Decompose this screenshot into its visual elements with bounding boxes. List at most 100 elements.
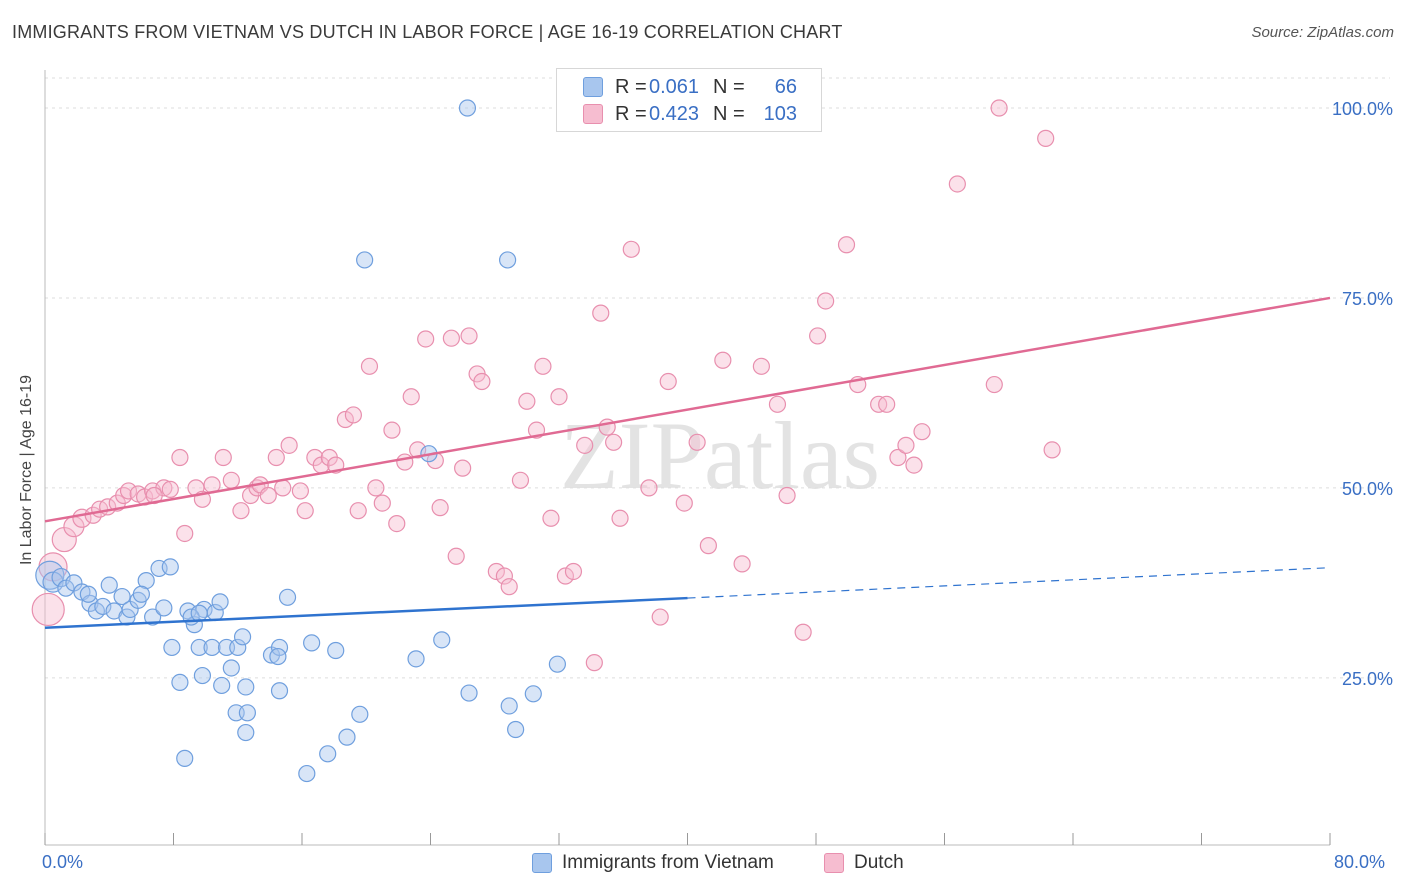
trend-lines (44, 296, 1331, 629)
chart-title: IMMIGRANTS FROM VIETNAM VS DUTCH IN LABO… (12, 22, 843, 42)
dutch-point (576, 436, 594, 454)
y-tick-label: 50.0% (1342, 479, 1393, 499)
dutch-point (640, 479, 658, 497)
vietnam-point (113, 587, 131, 606)
vietnam-point (499, 251, 517, 269)
dutch-point (985, 375, 1003, 394)
dutch-point (948, 175, 966, 193)
y-tick-label: 100.0% (1332, 99, 1393, 119)
dutch-point (291, 482, 309, 500)
legend-label-vietnam: Immigrants from Vietnam (562, 852, 774, 873)
dutch-point (768, 395, 787, 413)
vietnam-point (79, 585, 97, 603)
dutch-point (473, 372, 491, 391)
vietnam-point (407, 650, 425, 668)
vietnam-point (155, 599, 173, 617)
legend-r-label: R = (615, 102, 647, 125)
dutch-point (460, 327, 478, 345)
dutch-point (296, 502, 314, 520)
vietnam-point (327, 641, 345, 660)
dutch-point (688, 433, 706, 451)
y-axis-label: In Labor Force | Age 16-19 (18, 374, 35, 566)
vietnam-point (238, 704, 256, 722)
dutch-point (431, 499, 449, 517)
dutch-point (699, 537, 717, 555)
dutch-point (794, 623, 812, 641)
legend-item-vietnam[interactable]: Immigrants from Vietnam (532, 852, 774, 874)
dutch-point (817, 292, 835, 310)
legend-swatch-vietnam (583, 77, 603, 97)
dutch-point (280, 436, 298, 454)
dutch-point (752, 357, 770, 375)
legend-r-value: 0.423 (649, 102, 700, 125)
dutch-point (360, 357, 379, 375)
x-axis-max-label: 80.0% (1334, 852, 1386, 872)
vietnam-point (319, 745, 337, 763)
legend-n-label: N = (713, 75, 745, 98)
vietnam-point (270, 682, 289, 700)
dutch-point (534, 357, 552, 375)
vietnam-point (338, 728, 356, 746)
x-axis-min-label: 0.0% (42, 852, 84, 872)
dutch-point (897, 436, 915, 454)
dutch-point (171, 448, 189, 467)
legend-row-vietnam: R = 0.061 N = 66 (557, 73, 797, 101)
vietnam-point (213, 676, 231, 695)
dutch-point (267, 448, 285, 467)
legend-label-dutch: Dutch (854, 852, 904, 873)
dutch-point (417, 330, 435, 348)
source-note: Source: ZipAtlas.com (1251, 24, 1394, 41)
dutch-point (837, 236, 856, 254)
vietnam-point (460, 684, 478, 702)
dutch-point (495, 567, 513, 585)
legend-item-dutch[interactable]: Dutch (824, 852, 904, 874)
dutch-point (222, 471, 240, 489)
dutch-point (675, 494, 693, 512)
legend-n-label: N = (713, 102, 745, 125)
dutch-point (733, 555, 751, 573)
legend-n-value: 103 (763, 102, 797, 125)
dutch-point (454, 459, 472, 477)
dutch-point (402, 388, 420, 406)
dutch-point (373, 494, 391, 512)
legend-row-dutch: R = 0.423 N = 103 (557, 100, 797, 128)
dutch-point (1037, 129, 1055, 147)
dutch-point (556, 567, 575, 585)
dutch-point (31, 592, 65, 627)
dutch-point (500, 578, 518, 596)
vietnam-point (203, 638, 221, 657)
dutch-point (990, 99, 1008, 117)
dutch-point (878, 395, 896, 413)
vietnam-points (35, 99, 566, 783)
dutch-point (518, 392, 536, 410)
vietnam-point (303, 634, 321, 652)
dutch-point (447, 547, 465, 565)
dutch-point (259, 486, 277, 505)
vietnam-point (229, 638, 247, 657)
y-tick-label: 25.0% (1342, 669, 1393, 689)
dutch-point (367, 479, 385, 497)
y-tick-labels: 25.0% 50.0% 75.0% 100.0% (1332, 99, 1393, 689)
dutch-point (214, 448, 232, 467)
dutch-point (611, 509, 629, 527)
legend-r-value: 0.061 (649, 75, 700, 98)
dutch-point (511, 471, 530, 489)
legend-swatch-dutch (583, 104, 603, 124)
dutch-points (31, 99, 1061, 672)
vietnam-point (161, 558, 179, 576)
vietnam-point (269, 647, 287, 666)
dutch-point (274, 479, 292, 497)
dutch-point (442, 329, 460, 347)
dutch-point (659, 372, 677, 391)
vietnam-point (222, 659, 240, 677)
vietnam-point (351, 705, 369, 723)
gridlines (45, 77, 1390, 679)
dutch-point (396, 453, 414, 471)
dutch-point (1043, 441, 1061, 459)
vietnam-point (193, 666, 212, 685)
vietnam-point (278, 588, 297, 606)
dutch-point (383, 421, 401, 439)
vietnam-point (548, 655, 566, 673)
series-legend: Immigrants from Vietnam Dutch (0, 852, 1406, 878)
